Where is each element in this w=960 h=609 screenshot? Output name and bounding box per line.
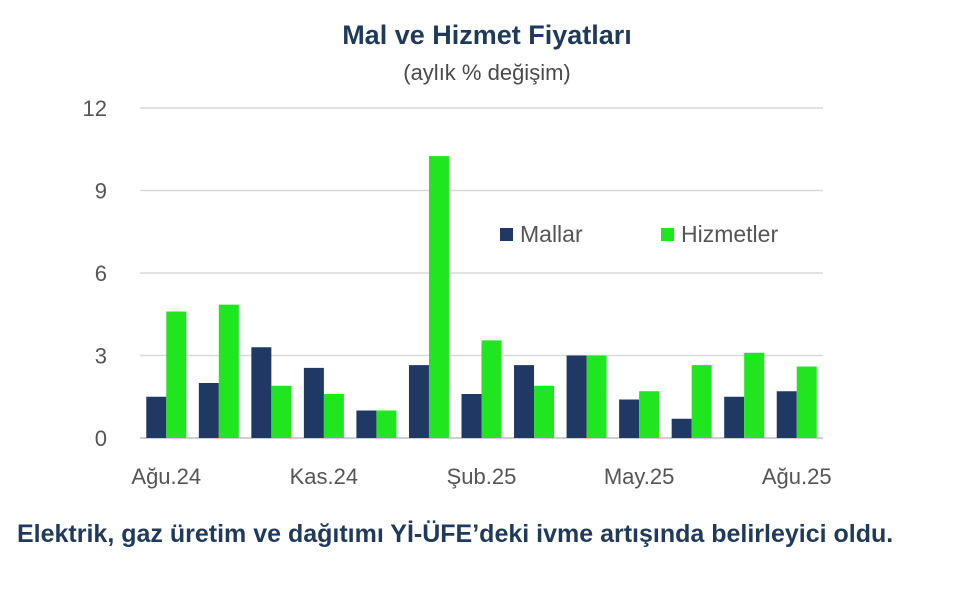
x-tick-label: Kas.24 <box>290 464 359 489</box>
bar-mallar-7 <box>514 365 535 438</box>
legend-swatch-mallar <box>500 228 513 241</box>
bar-mallar-0 <box>146 396 167 438</box>
bar-hizmetler-9 <box>639 391 660 438</box>
bar-mallar-5 <box>408 365 429 438</box>
bar-mallar-1 <box>198 383 219 438</box>
bar-mallar-2 <box>251 347 272 438</box>
y-tick-label: 6 <box>95 261 107 286</box>
bar-hizmetler-6 <box>481 340 502 438</box>
x-tick-label: Şub.25 <box>447 464 517 489</box>
legend-swatch-hizmetler <box>661 228 674 241</box>
bars <box>146 156 817 438</box>
bar-hizmetler-1 <box>218 304 239 438</box>
bar-hizmetler-3 <box>323 394 344 438</box>
bar-mallar-8 <box>566 355 587 438</box>
bar-hizmetler-10 <box>691 365 712 438</box>
bar-mallar-11 <box>724 396 745 438</box>
bar-hizmetler-8 <box>586 355 607 438</box>
y-tick-label: 0 <box>95 426 107 451</box>
legend-label-mallar: Mallar <box>520 221 583 247</box>
bar-mallar-6 <box>461 394 482 438</box>
bar-mallar-10 <box>671 418 692 438</box>
y-axis-ticks: 0 3 6 9 12 <box>83 96 107 451</box>
x-tick-label: May.25 <box>604 464 675 489</box>
bar-mallar-4 <box>356 410 377 438</box>
y-tick-label: 3 <box>95 344 107 369</box>
chart-title: Mal ve Hizmet Fiyatları <box>342 20 632 50</box>
legend-label-hizmetler: Hizmetler <box>681 221 778 247</box>
chart: Mal ve Hizmet Fiyatları (aylık % değişim… <box>83 20 832 489</box>
x-tick-label: Ağu.25 <box>762 464 832 489</box>
bar-mallar-9 <box>619 399 640 438</box>
bar-hizmetler-7 <box>534 385 555 438</box>
caption: Elektrik, gaz üretim ve dağıtımı Yİ-ÜFE’… <box>17 520 894 548</box>
bar-hizmetler-2 <box>271 385 292 438</box>
bar-hizmetler-5 <box>428 156 449 438</box>
x-tick-label: Ağu.24 <box>131 464 201 489</box>
chart-subtitle: (aylık % değişim) <box>403 60 570 85</box>
bar-hizmetler-11 <box>744 352 765 438</box>
y-tick-label: 9 <box>95 179 107 204</box>
bar-mallar-12 <box>776 391 797 438</box>
bar-hizmetler-4 <box>376 410 397 438</box>
bar-mallar-3 <box>303 367 324 438</box>
y-tick-label: 12 <box>83 96 107 121</box>
legend: Mallar Hizmetler <box>500 221 778 247</box>
bar-hizmetler-12 <box>796 366 817 438</box>
x-axis-ticks: Ağu.24 Kas.24 Şub.25 May.25 Ağu.25 <box>131 464 831 489</box>
bar-hizmetler-0 <box>166 311 187 438</box>
